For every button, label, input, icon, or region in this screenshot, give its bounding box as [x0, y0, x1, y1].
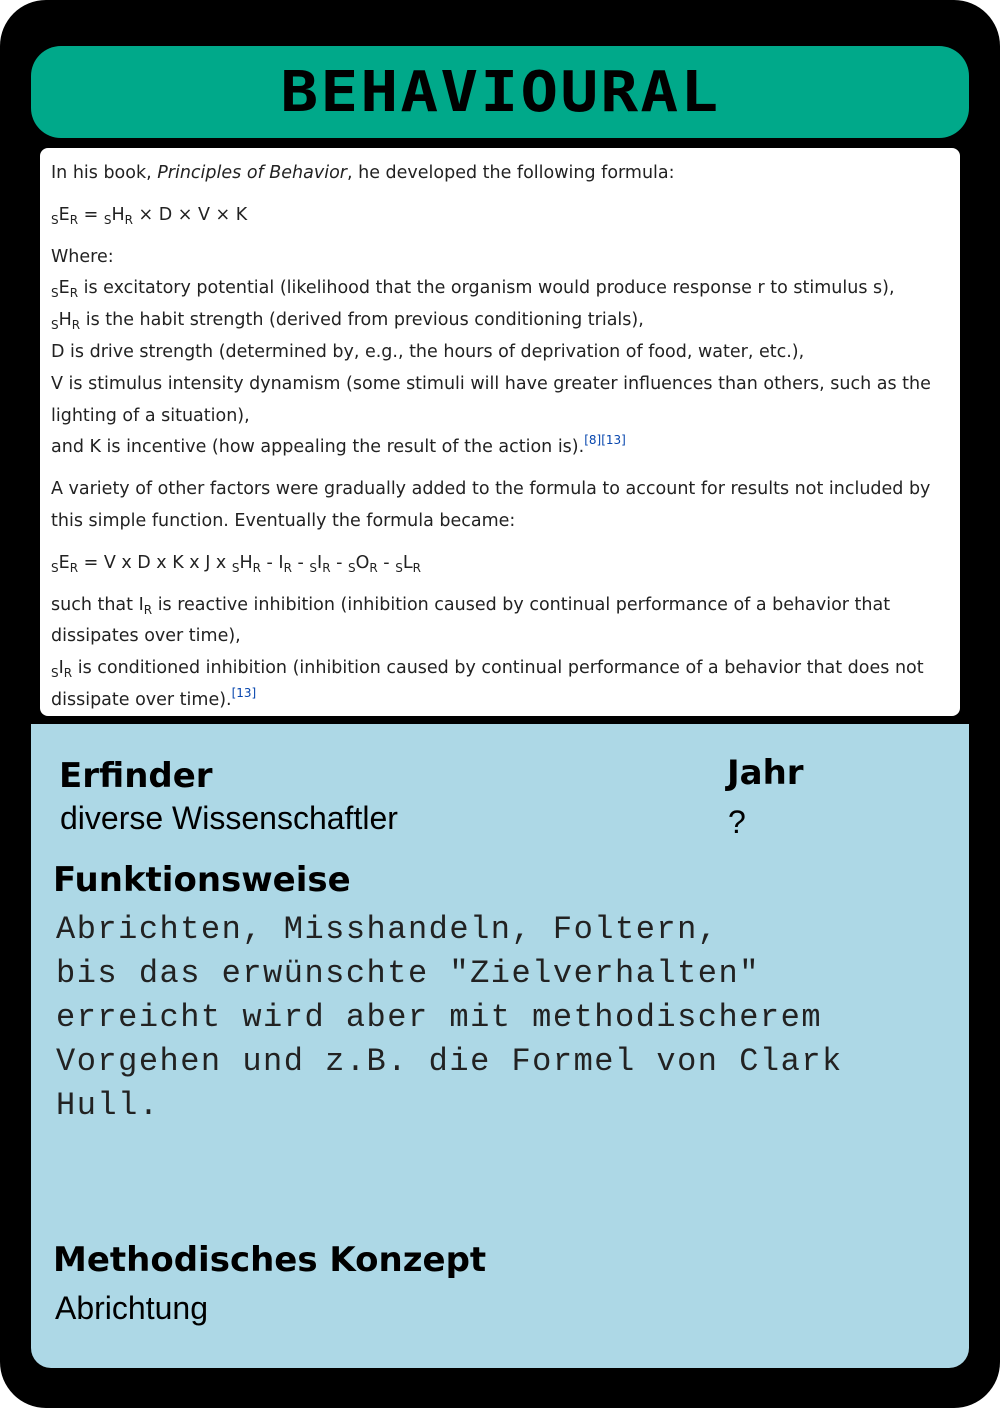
concept-label: Methodisches Konzept — [53, 1240, 487, 1280]
def-v: V is stimulus intensity dynamism (some s… — [51, 373, 931, 426]
formula-1: SER = SHR × D × V × K — [51, 204, 248, 227]
year-value: ? — [728, 804, 746, 840]
info-panel: Erfinder diverse Wissenschaftler Jahr ? … — [31, 724, 969, 1368]
year-label: Jahr — [727, 753, 804, 793]
title-bar: BEHAVIOURAL — [31, 46, 969, 138]
def-shr: SHR is the habit strength (derived from … — [51, 310, 644, 333]
where-label: Where: — [51, 246, 114, 267]
citation-13b[interactable]: [13] — [231, 685, 257, 700]
inventor-label: Erfinder — [59, 756, 213, 796]
function-label: Funktionsweise — [53, 860, 351, 900]
citation-8[interactable]: [8] — [584, 433, 602, 448]
def-d: D is drive strength (determined by, e.g.… — [51, 341, 805, 362]
intro-text: In his book, Principles of Behavior, he … — [51, 163, 675, 183]
formula-2: SER = V x D x K x J x SHR - IR - SIR - S… — [51, 552, 421, 575]
card-title: BEHAVIOURAL — [279, 59, 721, 125]
def-sir: SIR is conditioned inhibition (inhibitio… — [51, 658, 924, 710]
citation-13[interactable]: [13] — [601, 433, 626, 448]
function-text: Abrichten, Misshandeln, Foltern, bis das… — [56, 911, 843, 1124]
def-ir: such that IR is reactive inhibition (inh… — [51, 594, 891, 647]
wiki-excerpt: In his book, Principles of Behavior, he … — [40, 148, 960, 716]
concept-value: Abrichtung — [55, 1290, 208, 1326]
variety-text: A variety of other factors were graduall… — [51, 479, 931, 531]
def-k: and K is incentive (how appealing the re… — [51, 433, 626, 458]
inventor-value: diverse Wissenschaftler — [60, 800, 398, 836]
def-ser: SER is excitatory potential (likelihood … — [51, 278, 895, 301]
